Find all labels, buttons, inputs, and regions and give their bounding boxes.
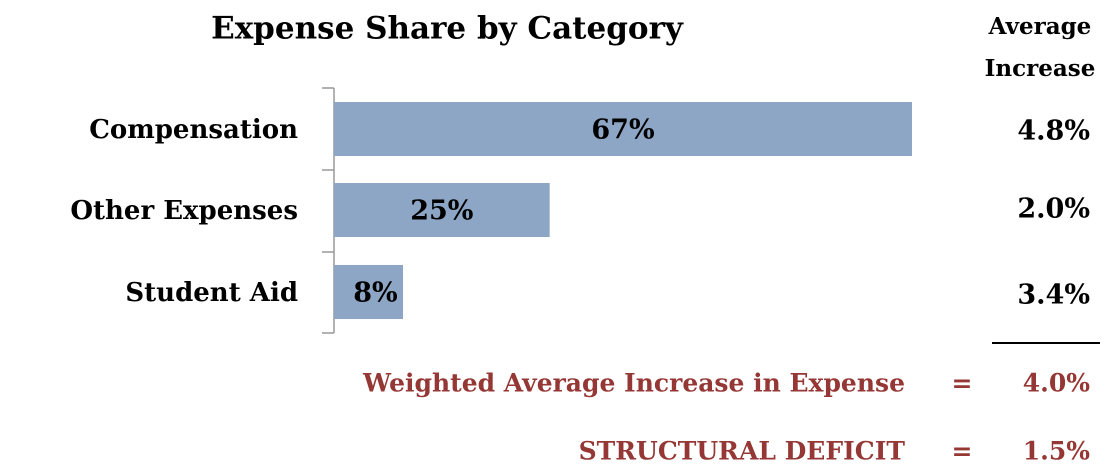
bar-label: 67% bbox=[591, 115, 654, 146]
increase-value: 3.4% bbox=[1017, 280, 1090, 311]
bar bbox=[334, 183, 550, 237]
category-label: Other Expenses bbox=[70, 196, 298, 226]
summary-label: STRUCTURAL DEFICIT bbox=[579, 437, 906, 466]
category-label: Student Aid bbox=[125, 278, 298, 308]
increase-value: 4.8% bbox=[1017, 116, 1090, 147]
chart-title: Expense Share by Category bbox=[211, 11, 684, 47]
bar bbox=[334, 102, 912, 156]
bar-label: 25% bbox=[410, 196, 473, 227]
column-header: Average bbox=[988, 13, 1092, 40]
summary-label: Weighted Average Increase in Expense bbox=[362, 369, 905, 398]
summary-operator: = bbox=[952, 369, 973, 398]
increase-value: 2.0% bbox=[1017, 194, 1090, 225]
summary-result: 1.5% bbox=[1023, 437, 1090, 466]
bar bbox=[334, 265, 404, 319]
summary-operator: = bbox=[952, 437, 973, 466]
bar-label: 8% bbox=[353, 278, 397, 309]
summary-result: 4.0% bbox=[1023, 369, 1090, 398]
category-label: Compensation bbox=[89, 115, 298, 145]
column-header: Increase bbox=[985, 55, 1096, 82]
